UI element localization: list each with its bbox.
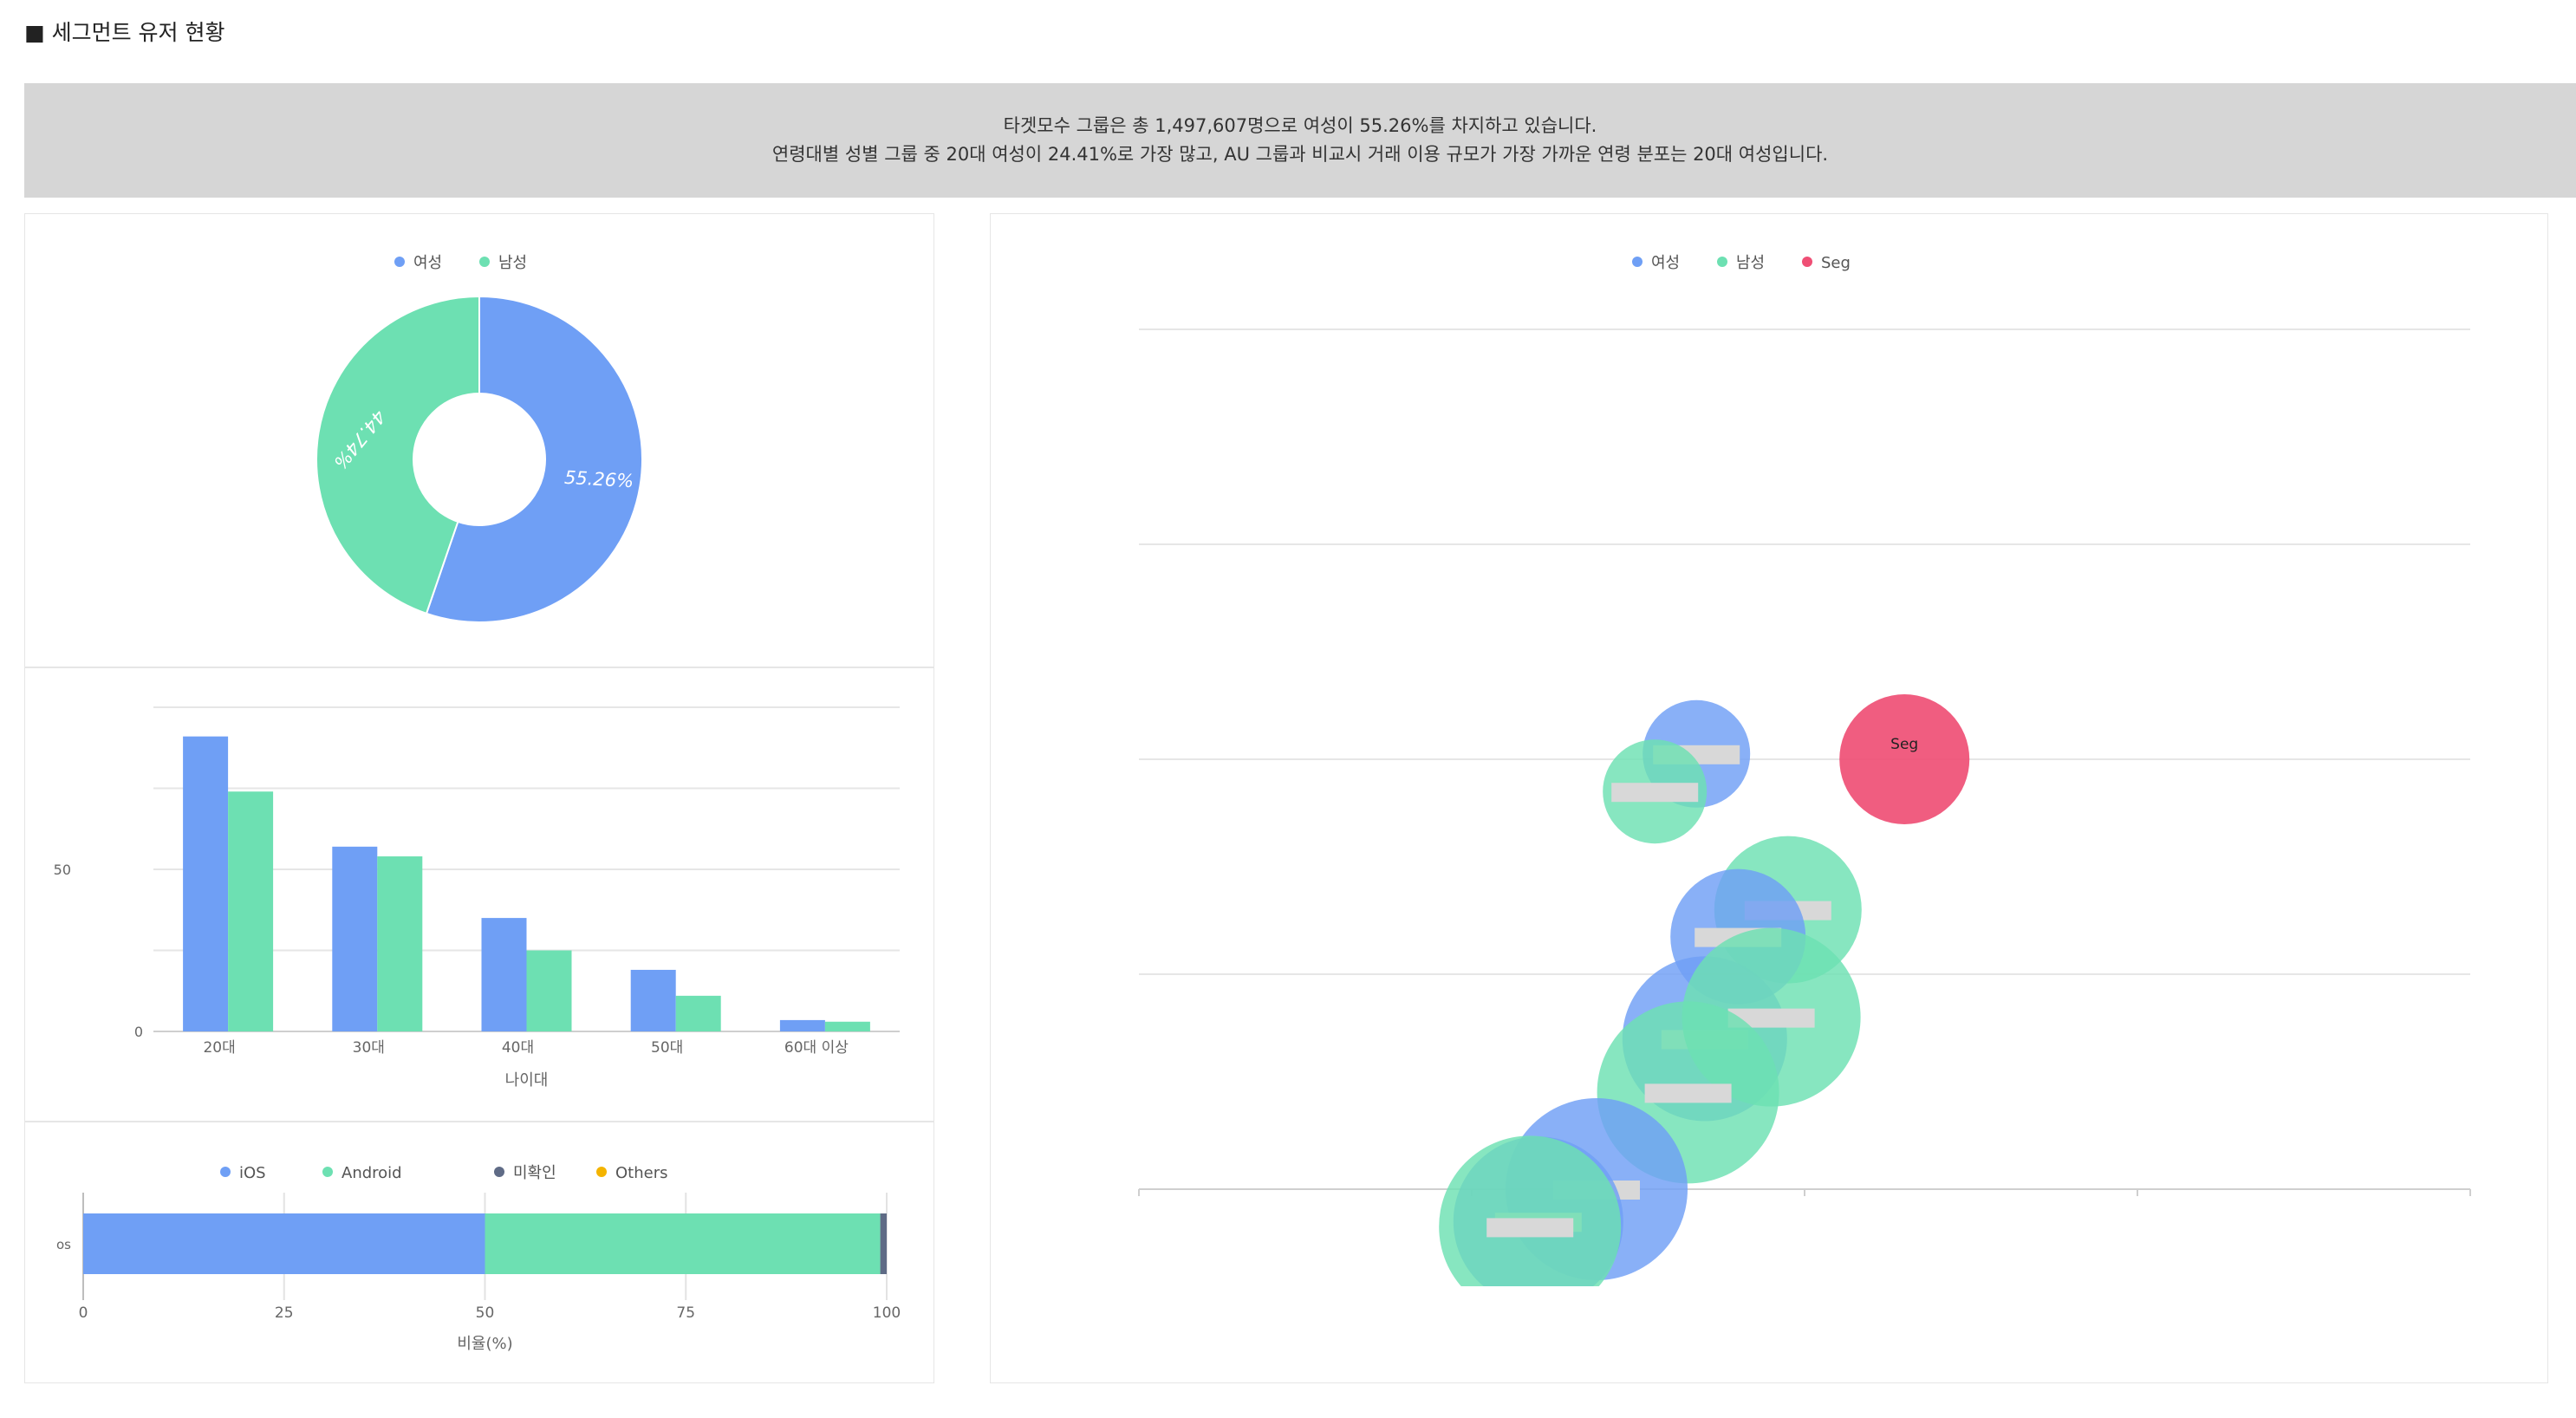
age-x-tick-1: 30대 — [353, 1039, 385, 1057]
age-bar-60대 이상-남성 — [824, 1021, 870, 1031]
os-category-label: os — [56, 1237, 71, 1252]
age-x-tick-4: 60대 이상 — [784, 1039, 849, 1057]
age-x-tick-0: 20대 — [203, 1039, 235, 1057]
os-legend-marker-1 — [322, 1167, 333, 1177]
age-bar-40대-여성 — [481, 918, 527, 1031]
bubble-bottom-mask — [991, 1286, 2547, 1382]
bubble-label-mask-6 — [1727, 1008, 1815, 1028]
summary-line-2: 연령대별 성별 그룹 중 20대 여성이 24.41%로 가장 많고, AU 그… — [771, 144, 1829, 165]
pie-legend-label-1: 남성 — [498, 254, 527, 272]
pie-slice-0 — [425, 295, 643, 623]
os-bar-iOS — [83, 1213, 485, 1274]
age-bar-30대-여성 — [332, 846, 378, 1031]
bubble-label-mask-10 — [1486, 1218, 1574, 1238]
pie-legend-label-0: 여성 — [413, 254, 442, 272]
bubble-legend-label-1: 남성 — [1736, 254, 1765, 272]
os-legend-marker-2 — [494, 1167, 504, 1177]
os-x-axis-label: 비율(%) — [457, 1335, 512, 1353]
pie-data-label-0: 55.26% — [563, 467, 634, 492]
summary-banner: 타겟모수 그룹은 총 1,497,607명으로 여성이 55.26%를 차지하고… — [24, 83, 2576, 198]
age-bar-50대-여성 — [630, 969, 676, 1031]
age-x-tick-3: 50대 — [651, 1039, 683, 1057]
os-x-tick-3: 75 — [676, 1304, 695, 1322]
bubble-label-mask-7 — [1644, 1083, 1732, 1103]
os-bar-Android — [485, 1213, 881, 1274]
age-x-axis-label: 나이대 — [505, 1071, 549, 1090]
summary-line-1: 타겟모수 그룹은 총 1,497,607명으로 여성이 55.26%를 차지하고… — [1003, 115, 1597, 136]
bubble-legend-marker-1 — [1717, 257, 1727, 267]
age-x-tick-2: 40대 — [502, 1039, 534, 1057]
age-y-tick-0: 0 — [134, 1024, 143, 1040]
age-bar-50대-남성 — [675, 995, 721, 1031]
age-bar-40대-남성 — [526, 950, 572, 1031]
os-legend-label-0: iOS — [239, 1164, 266, 1182]
os-legend-marker-3 — [596, 1167, 607, 1177]
pie-slice-1 — [315, 295, 480, 615]
age-bar-20대-남성 — [228, 791, 274, 1031]
os-x-tick-4: 100 — [873, 1304, 901, 1322]
bubble-legend-marker-0 — [1632, 257, 1643, 267]
bubble-legend-label-2: Seg — [1821, 254, 1851, 272]
os-x-tick-0: 0 — [79, 1304, 88, 1322]
os-legend-label-1: Android — [342, 1164, 402, 1182]
bubble-legend-marker-2 — [1802, 257, 1812, 267]
bubble-data-label-2: Seg — [1890, 736, 1918, 753]
os-x-tick-2: 50 — [476, 1304, 495, 1322]
age-bar-60대 이상-여성 — [779, 1019, 825, 1031]
section-title: ■ 세그먼트 유저 현황 — [24, 20, 225, 45]
age-y-tick-1: 50 — [54, 862, 71, 878]
os-legend-label-3: Others — [615, 1164, 668, 1182]
os-bar-미확인 — [880, 1213, 887, 1274]
bubble-label-mask-1 — [1611, 783, 1699, 803]
pie-legend-marker-0 — [394, 257, 405, 267]
bubble-point-2 — [1839, 694, 1970, 824]
os-legend-label-2: 미확인 — [513, 1164, 556, 1182]
age-bar-panel — [24, 667, 934, 1122]
age-bar-20대-여성 — [183, 736, 229, 1031]
os-legend-marker-0 — [220, 1167, 231, 1177]
age-bar-30대-남성 — [377, 856, 423, 1031]
pie-legend-marker-1 — [479, 257, 490, 267]
bubble-legend-label-0: 여성 — [1651, 254, 1680, 272]
os-x-tick-1: 25 — [275, 1304, 294, 1322]
